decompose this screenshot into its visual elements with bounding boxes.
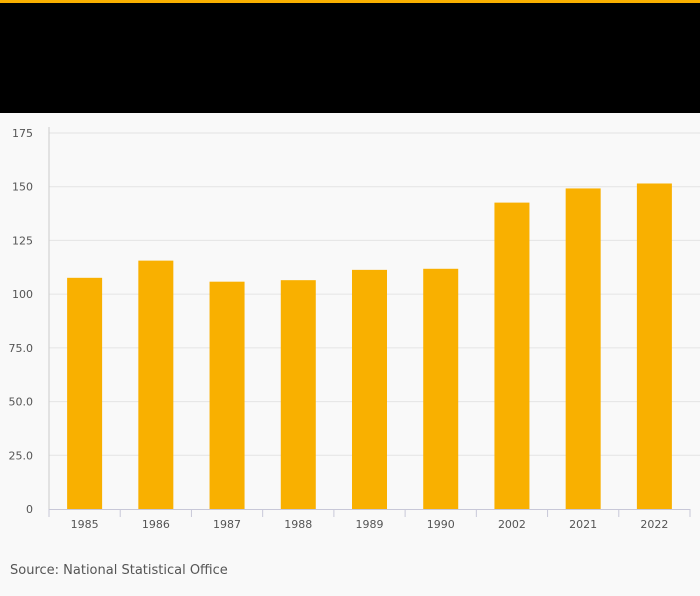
x-tick-label: 1989 (356, 518, 384, 531)
y-tick-label: 150 (12, 181, 33, 194)
x-tick-label: 1990 (427, 518, 455, 531)
x-tick-label: 2002 (498, 518, 526, 531)
header-band (0, 3, 700, 113)
x-tick-label: 2021 (569, 518, 597, 531)
bar-1990 (423, 268, 459, 509)
bar-1989 (352, 269, 387, 509)
x-tick-label: 2022 (640, 518, 668, 531)
bar-1987 (209, 281, 245, 509)
y-tick-label: 100 (12, 288, 33, 301)
bar-2022 (636, 183, 672, 509)
x-tick-label: 1985 (71, 518, 99, 531)
top-accent-bar (0, 0, 700, 3)
source-note: Source: National Statistical Office (10, 563, 228, 578)
x-tick-label: 1987 (213, 518, 241, 531)
bar-2002 (494, 202, 530, 509)
y-tick-label: 25.0 (9, 449, 34, 462)
y-tick-label: 125 (12, 234, 33, 247)
x-tick-label: 1988 (284, 518, 312, 531)
bar-1986 (138, 260, 174, 509)
bar-1988 (280, 280, 316, 509)
x-tick-label: 1986 (142, 518, 170, 531)
bar-2021 (565, 188, 601, 509)
y-tick-label: 0 (26, 503, 33, 516)
y-tick-label: 50.0 (9, 396, 34, 409)
bar-1985 (67, 277, 103, 509)
y-tick-label: 75.0 (9, 342, 34, 355)
y-tick-label: 175 (12, 127, 33, 140)
